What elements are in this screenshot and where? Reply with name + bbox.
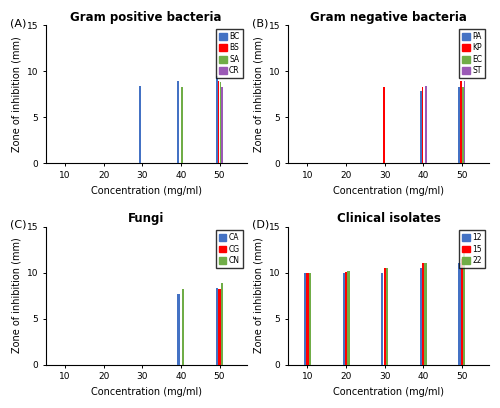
Bar [384, 268, 386, 365]
Bar [420, 91, 422, 164]
Bar [420, 268, 422, 365]
Y-axis label: Zone of inhibition (mm): Zone of inhibition (mm) [254, 238, 264, 353]
Legend: 12, 15, 22: 12, 15, 22 [460, 231, 485, 268]
Bar [462, 87, 464, 164]
Y-axis label: Zone of inhibition (mm): Zone of inhibition (mm) [11, 36, 21, 152]
Legend: BC, BS, SA, CR: BC, BS, SA, CR [216, 29, 242, 78]
Bar [422, 263, 424, 365]
Bar [182, 289, 184, 365]
Text: (B): (B) [252, 18, 268, 29]
Bar [422, 87, 424, 164]
Bar [381, 273, 384, 365]
Bar [463, 250, 466, 365]
Bar [458, 263, 460, 365]
Bar [218, 289, 220, 365]
Bar [216, 76, 218, 164]
Legend: CA, CG, CN: CA, CG, CN [216, 231, 242, 268]
Bar [383, 87, 384, 164]
Bar [178, 82, 179, 164]
Title: Fungi: Fungi [128, 212, 164, 225]
Bar [308, 273, 311, 365]
Title: Gram negative bacteria: Gram negative bacteria [310, 11, 467, 24]
X-axis label: Concentration (mg/ml): Concentration (mg/ml) [333, 186, 444, 196]
Bar [220, 82, 221, 164]
Bar [220, 283, 223, 365]
Bar [222, 87, 223, 164]
Bar [460, 80, 462, 164]
Bar [345, 272, 347, 365]
Bar [306, 273, 308, 365]
X-axis label: Concentration (mg/ml): Concentration (mg/ml) [90, 387, 202, 397]
Bar [386, 268, 388, 365]
Text: (D): (D) [252, 220, 270, 230]
Bar [139, 86, 140, 164]
Title: Clinical isolates: Clinical isolates [336, 212, 440, 225]
Y-axis label: Zone of inhibition (mm): Zone of inhibition (mm) [254, 36, 264, 152]
Bar [425, 86, 426, 164]
Bar [458, 87, 460, 164]
Bar [216, 288, 218, 365]
Bar [342, 273, 345, 365]
Y-axis label: Zone of inhibition (mm): Zone of inhibition (mm) [11, 238, 21, 353]
Bar [178, 294, 180, 365]
Bar [424, 263, 426, 365]
Bar [218, 82, 220, 164]
Text: (C): (C) [10, 220, 26, 230]
Legend: PA, KP, EC, ST: PA, KP, EC, ST [459, 29, 485, 78]
Text: (A): (A) [10, 18, 26, 29]
Bar [304, 273, 306, 365]
Bar [347, 271, 350, 365]
Title: Gram positive bacteria: Gram positive bacteria [70, 11, 222, 24]
Bar [460, 259, 463, 365]
X-axis label: Concentration (mg/ml): Concentration (mg/ml) [333, 387, 444, 397]
Bar [464, 82, 466, 164]
X-axis label: Concentration (mg/ml): Concentration (mg/ml) [90, 186, 202, 196]
Bar [181, 87, 182, 164]
